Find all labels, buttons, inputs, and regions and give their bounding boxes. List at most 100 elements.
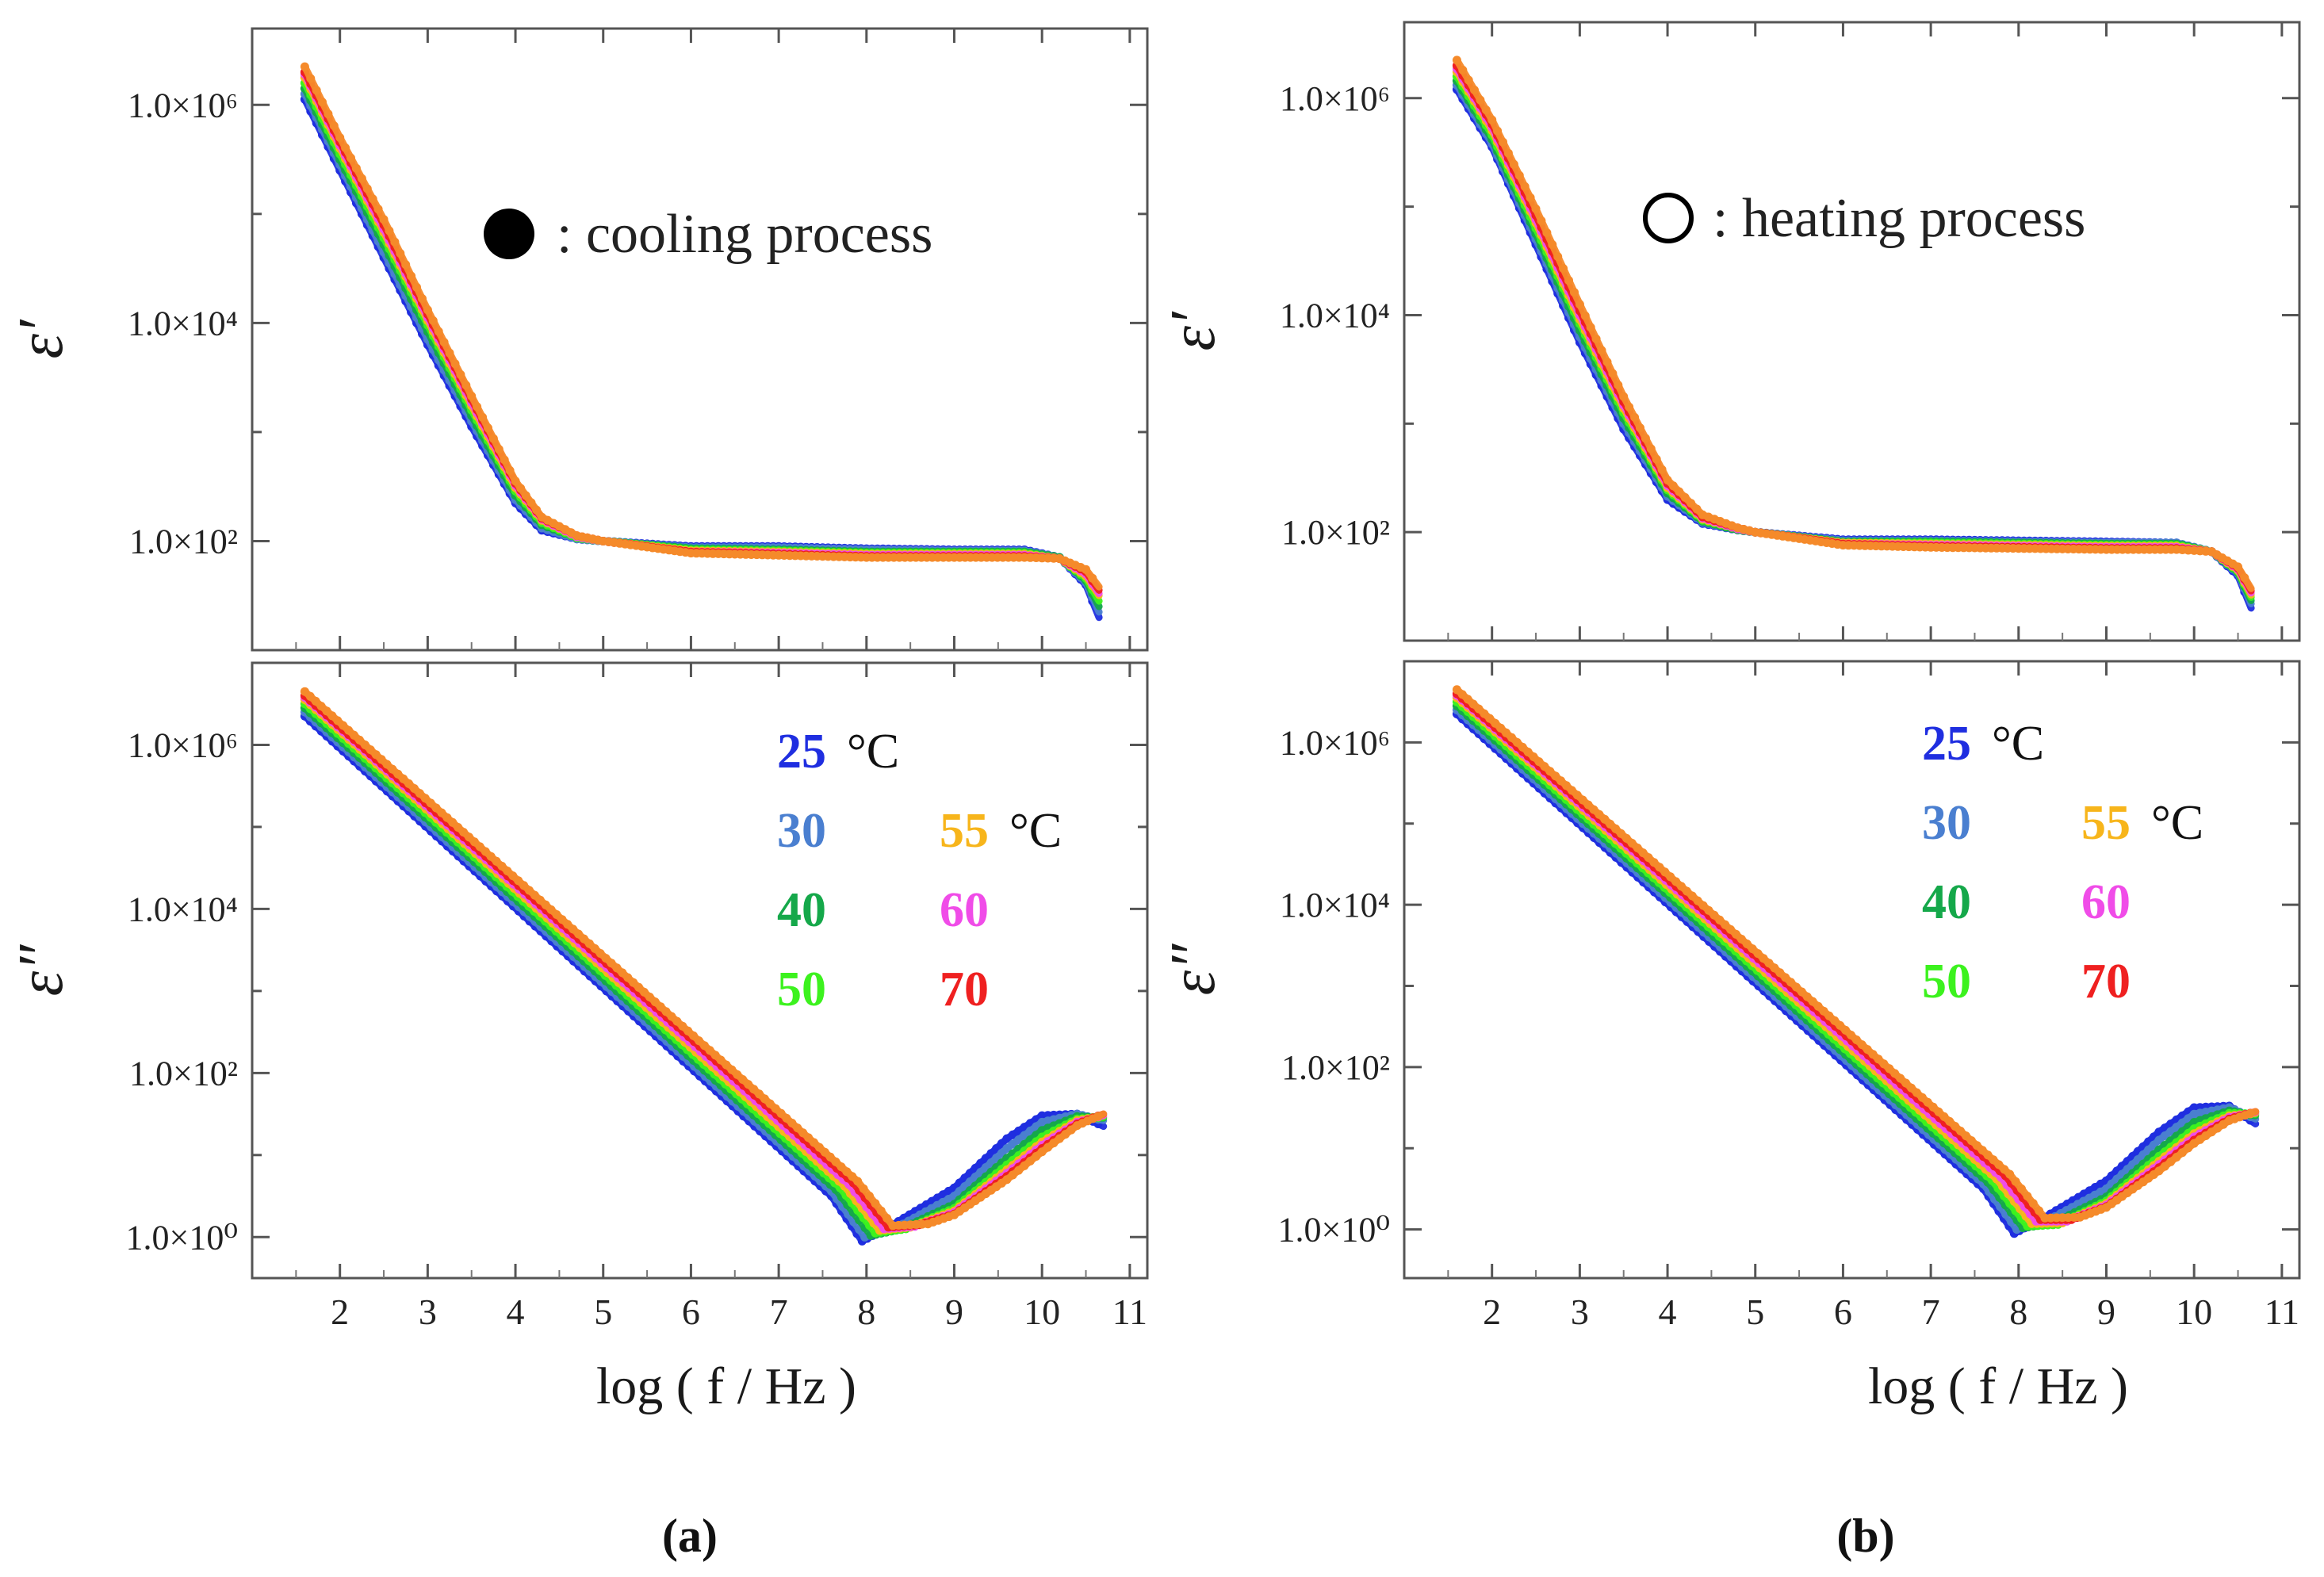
a-top-series-orange-top-point: [505, 465, 515, 475]
b-bottom-y-axis-title: ε″: [1158, 943, 1228, 996]
legend-label-40: 40: [777, 883, 826, 937]
b-top-series-orange-top-point: [1476, 95, 1485, 105]
b-top-series-orange-top-point: [1493, 126, 1503, 136]
b-bottom-x-tick-label-3: 3: [1571, 1292, 1589, 1332]
a-top-series-orange-top-point: [526, 498, 536, 507]
a-top-series-orange-top-point: [312, 86, 321, 95]
a-top-series-orange-top-point: [439, 338, 449, 347]
b-top-series-orange-top-point: [1503, 148, 1513, 158]
b-top-series-orange-top-point: [1559, 264, 1568, 274]
b-top-series-orange-top-point: [1481, 105, 1491, 115]
legend-label-40: 40: [1922, 875, 1971, 929]
a-top-series-orange-top-point: [329, 121, 339, 131]
legend-entry-25: 25 °C: [1922, 717, 2044, 771]
b-top-series-orange-top-point: [1542, 228, 1552, 237]
legend-entry-60: 60: [940, 883, 989, 937]
b-top-series-orange-top-point: [1636, 423, 1644, 433]
b-top-series-orange-top-point: [1487, 115, 1497, 124]
a-top-y-axis-title: ε′: [6, 319, 76, 359]
legend-label-25: 25: [777, 725, 826, 779]
a-top-series-orange-top-point: [300, 62, 309, 71]
a-top-series-orange-top-point: [346, 153, 355, 163]
a-top-series-orange-top-point: [373, 205, 383, 214]
legend-entry-60: 60: [2081, 875, 2131, 929]
b-bottom-x-tick-label-7: 7: [1922, 1292, 1940, 1332]
b-top-y-tick-label-4: 1.0×10⁴: [1280, 296, 1390, 335]
a-top-series-orange-top-point: [511, 477, 520, 486]
a-top-series-orange-top-point: [379, 215, 389, 224]
panel-b-annotation: : heating process: [1643, 188, 2085, 249]
legend-label-70: 70: [940, 963, 989, 1016]
legend-label-30: 30: [1922, 796, 1971, 850]
a-bottom-x-tick-label-5: 5: [594, 1292, 612, 1332]
a-bottom-series-orange-top-point: [853, 1177, 863, 1186]
b-top-series-orange-top-point: [1553, 252, 1563, 262]
a-bottom-series-orange-top-point: [1032, 1152, 1041, 1161]
a-top-series-orange-top-point: [488, 434, 498, 443]
b-top-series-orange-top-point: [1520, 182, 1530, 191]
panel-b-eps-imag-plot: 2 3 4 5 6 7 8 9 10 111.0×10⁰1.0×10²1.0×10⁴1.0×10⁶…: [1158, 660, 2301, 1332]
legend-entry-30: 30: [777, 804, 826, 858]
a-bottom-x-tick-label-3: 3: [419, 1292, 437, 1332]
a-top-series-orange-top-point: [418, 294, 427, 304]
a-top-series-orange-top-point: [516, 484, 526, 493]
b-top-series-orange-top: [1452, 56, 2255, 592]
a-top-series-orange-top-point: [467, 392, 477, 400]
b-bottom-plot-frame: [1403, 660, 2301, 1280]
b-bottom-series-orange-top-point: [2160, 1162, 2169, 1171]
a-bottom-x-tick-label-9: 9: [945, 1292, 963, 1332]
b-top-series-orange-top-point: [1608, 369, 1618, 378]
b-top-y-tick-label-2: 1.0×10²: [1281, 513, 1390, 552]
b-top-series-layer: [1452, 56, 2255, 612]
heating-process-label: : heating process: [1713, 188, 2085, 249]
a-bottom-series-orange-top-point: [859, 1184, 868, 1193]
a-top-series-orange-top-point: [494, 445, 503, 454]
b-top-series-orange-top-point: [1663, 476, 1672, 484]
b-bottom-series-orange-top-point: [2177, 1148, 2187, 1158]
legend-label-25: 25: [1922, 717, 1971, 771]
b-top-series-orange-top-point: [1680, 492, 1690, 502]
a-bottom-y-tick-label-4: 1.0×10⁴: [128, 890, 238, 928]
b-bottom-x-tick-label-8: 8: [2009, 1292, 2027, 1332]
panel-a-label: (a): [662, 1510, 718, 1562]
legend-label-70: 70: [2081, 955, 2131, 1009]
a-bottom-series-layer: [300, 687, 1108, 1246]
b-bottom-x-tick-label-5: 5: [1746, 1292, 1764, 1332]
b-top-series-orange-top-point: [1580, 311, 1590, 320]
legend-label-55: 55: [940, 804, 989, 858]
b-bottom-x-tick-label-10: 10: [2176, 1292, 2212, 1332]
legend-entry-70: 70: [940, 963, 989, 1016]
b-top-series-orange-top-point: [1509, 159, 1518, 169]
a-top-series-orange-top-point: [461, 381, 471, 390]
a-bottom-x-tick-label-7: 7: [770, 1292, 788, 1332]
a-top-plot-frame: [251, 27, 1149, 652]
panel-a-annotation: : cooling process: [484, 204, 932, 265]
legend-unit-25: °C: [1992, 717, 2044, 771]
panel-a-eps-imag-plot: 2 3 4 5 6 7 8 9 10 111.0×10⁰1.0×10²1.0×10⁴1.0×10⁶…: [6, 661, 1149, 1332]
panel-b-x-axis-title: log ( f / Hz ): [1868, 1357, 2128, 1415]
b-bottom-series-orange-top-point: [2005, 1169, 2015, 1179]
b-top-series-orange-top-point: [1470, 86, 1479, 94]
a-bottom-series-orange-top-point: [883, 1214, 892, 1223]
a-top-y-tick-label-6: 1.0×10⁶: [128, 86, 238, 124]
a-bottom-series-orange-top-point: [1020, 1161, 1029, 1170]
a-top-series-orange-top-point: [318, 98, 327, 107]
legend-entry-70: 70: [2081, 955, 2131, 1009]
a-top-series-orange-top-point: [324, 109, 333, 119]
b-top-series-orange-top-point: [1630, 412, 1640, 422]
b-top-series-orange-top-point: [1458, 65, 1468, 75]
a-bottom-x-tick-label-11: 11: [1112, 1292, 1147, 1332]
legend-entry-40: 40: [1922, 875, 1971, 929]
a-bottom-x-tick-label-2: 2: [331, 1292, 349, 1332]
a-bottom-y-tick-label-0: 1.0×10⁰: [126, 1218, 238, 1257]
b-top-series-orange-top-point: [1526, 193, 1535, 202]
b-bottom-series-orange-top: [1452, 685, 2260, 1223]
b-bottom-y-tick-label-0: 1.0×10⁰: [1278, 1211, 1390, 1250]
a-top-series-orange-top: [300, 62, 1103, 591]
b-bottom-series-orange-top-point: [2011, 1177, 2020, 1186]
a-bottom-series-orange-top-point: [871, 1199, 880, 1208]
b-bottom-x-tick-label-2: 2: [1483, 1292, 1501, 1332]
panel-a-x-axis-title: log ( f / Hz ): [596, 1357, 856, 1415]
